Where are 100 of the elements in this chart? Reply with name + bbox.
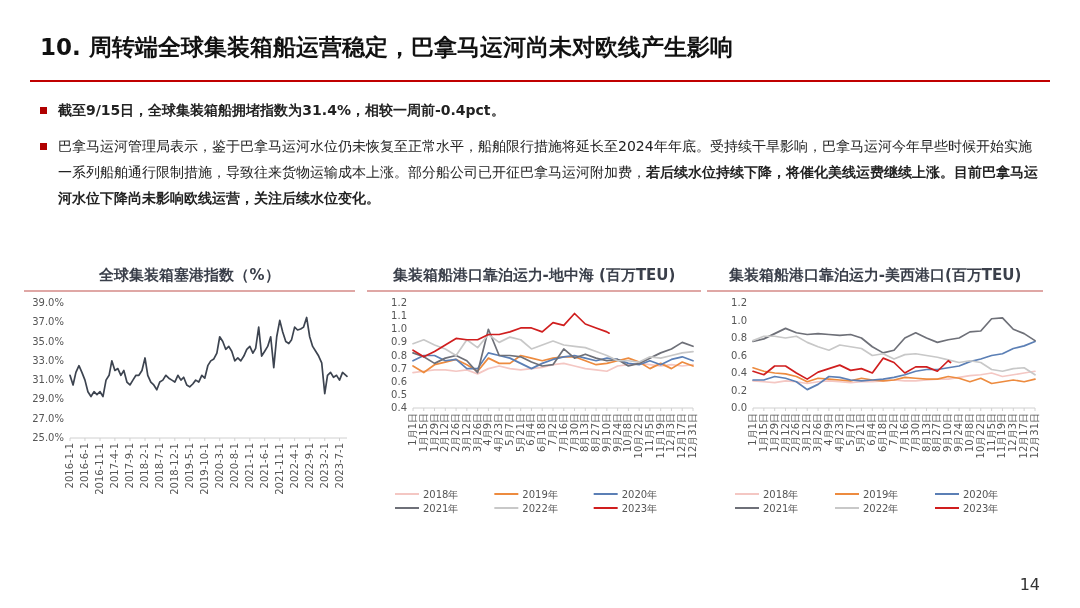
x-tick-label: 4月23日 [493, 413, 505, 453]
chart-title: 集装箱船港口靠泊运力-地中海 (百万TEU) [391, 266, 676, 284]
y-tick-label: 0.9 [391, 336, 407, 348]
text: 10. 周转端全球集装箱船运营稳定，巴拿马运河尚未对欧线产生影响 [40, 33, 733, 62]
x-tick-label: 12月3日 [1007, 413, 1019, 453]
x-tick-label: 7月2日 [547, 413, 558, 446]
x-tick-label: 2016-11-1 [94, 443, 106, 495]
x-tick-label: 9月24日 [611, 413, 623, 453]
x-tick-label: 5月7日 [503, 413, 515, 446]
y-tick-label: 0.2 [731, 384, 747, 396]
x-tick-label: 2018-2-1 [139, 443, 151, 489]
annotation: 截至9/15日，全球集装箱船拥堵指数为31.4%，相较一周前-0.4pct。 [58, 101, 506, 120]
y-tick-label: 0.7 [391, 362, 407, 374]
y-tick-label: 0.6 [391, 375, 407, 387]
x-tick-label: 9月24日 [953, 413, 965, 453]
line-series [752, 317, 1036, 354]
x-tick-label: 2月12日 [779, 413, 791, 453]
x-tick-label: 8月13日 [920, 413, 932, 453]
x-tick-label: 8月27日 [931, 413, 943, 453]
x-tick-label: 3月26日 [812, 413, 824, 453]
x-tick-label: 7月30日 [909, 413, 921, 453]
legend-label: 2021年 [763, 503, 799, 514]
x-tick-label: 1月29日 [768, 413, 780, 453]
x-tick-label: 1月15日 [417, 413, 429, 453]
x-tick-label: 3月12日 [460, 413, 472, 453]
line-series [412, 362, 694, 375]
y-tick-label: 37.0% [32, 316, 64, 328]
x-tick-label: 11月5日 [643, 413, 655, 453]
x-tick-label: 1月1日 [747, 413, 758, 446]
legend-label: 2019年 [522, 489, 558, 500]
x-tick-label: 2018-7-1 [153, 443, 165, 489]
x-tick-label: 8月13日 [579, 413, 591, 453]
line-series [412, 312, 610, 358]
x-tick-label: 9月10日 [600, 413, 612, 453]
y-tick-label: 0.8 [391, 349, 407, 361]
x-tick-label: 1月1日 [407, 413, 418, 446]
x-tick-label: 11月19日 [654, 413, 666, 459]
line-series [412, 333, 694, 363]
x-tick-label: 2020-8-1 [228, 443, 240, 489]
x-tick-label: 11月19日 [996, 413, 1008, 459]
y-tick-label: 39.0% [32, 297, 64, 308]
legend-label: 2022年 [522, 503, 558, 514]
x-tick-label: 5月7日 [844, 413, 856, 446]
x-tick-label: 4月9日 [482, 413, 494, 446]
x-tick-label: 6月18日 [536, 413, 548, 453]
x-tick-label: 4月23日 [833, 413, 845, 453]
legend-label: 2022年 [863, 503, 899, 514]
chart-title: 全球集装箱塞港指数（%） [98, 266, 280, 284]
x-tick-label: 2月26日 [450, 413, 462, 453]
y-tick-label: 0.4 [391, 402, 407, 413]
x-tick-label: 2022-9-1 [303, 443, 315, 489]
x-tick-label: 2021-6-1 [258, 443, 270, 489]
x-tick-label: 4月9日 [822, 413, 834, 446]
x-tick-label: 3月12日 [801, 413, 813, 453]
y-tick-label: 0.4 [731, 367, 747, 378]
x-tick-label: 7月30日 [568, 413, 580, 453]
x-tick-label: 5月21日 [855, 413, 867, 453]
y-tick-label: 35.0% [32, 335, 64, 347]
legend-label: 2021年 [423, 503, 459, 514]
x-tick-label: 12月17日 [676, 413, 688, 459]
line-series [69, 316, 348, 398]
y-tick-label: 31.0% [32, 374, 64, 386]
x-tick-label: 9月10日 [942, 413, 954, 453]
legend-label: 2019年 [863, 489, 899, 500]
x-tick-label: 2016-6-1 [78, 443, 90, 489]
x-tick-label: 2023-2-1 [318, 443, 330, 489]
x-tick-label: 6月4日 [866, 413, 878, 446]
x-tick-label: 12月17日 [1018, 413, 1030, 459]
annotation: 巴拿马运河管理局表示，鉴于巴拿马运河水位仍未恢复至正常水平，船舶限行措施将延长至2024年年底。受持续干旱影响，巴拿马运河今年早些时候开始实施一系列船舶通行限制措施，导致往来货物运输成本上涨。部分船公司已开征巴拿马运河附加费，若后续水位持续下降，将催化美线运费继续上涨。目前巴拿马运河水位下降尚未影响欧线运营，关注后续水位变化。 [58, 137, 1038, 208]
x-tick-label: 12月3日 [665, 413, 677, 453]
x-tick-label: 5月21日 [514, 413, 526, 453]
x-tick-label: 2017-4-1 [108, 443, 120, 489]
x-tick-label: 2021-11-1 [273, 443, 285, 495]
x-tick-label: 2022-4-1 [288, 443, 300, 489]
x-tick-label: 10月22日 [633, 413, 645, 459]
y-tick-label: 0.8 [731, 332, 747, 343]
y-tick-label: 27.0% [32, 412, 64, 424]
x-tick-label: 7月16日 [898, 413, 910, 453]
x-tick-label: 2月12日 [439, 413, 451, 453]
x-tick-label: 2月26日 [790, 413, 802, 453]
legend-label: 2018年 [423, 489, 459, 500]
legend-label: 2020年 [621, 489, 658, 500]
text: 14 [1019, 575, 1040, 594]
legend-label: 2018年 [763, 489, 799, 500]
x-tick-label: 2018-12-1 [168, 443, 180, 495]
x-tick-label: 2017-9-1 [123, 443, 135, 489]
x-tick-label: 11月5日 [985, 413, 997, 453]
line-series [752, 357, 952, 380]
chart-title: 集装箱船港口靠泊运力-美西港口(百万TEU) [727, 266, 1022, 284]
line-series [752, 366, 1036, 385]
y-tick-label: 1.2 [731, 297, 747, 308]
x-tick-label: 12月31日 [1029, 413, 1040, 459]
line-series [752, 335, 1036, 376]
line-series [752, 340, 1036, 391]
y-tick-label: 0.0 [731, 402, 747, 413]
y-tick-label: 25.0% [32, 432, 64, 443]
x-tick-label: 3月26日 [471, 413, 483, 453]
x-tick-label: 1月15日 [757, 413, 769, 453]
y-tick-label: 1.2 [391, 297, 407, 308]
x-tick-label: 2021-1-1 [243, 443, 255, 489]
